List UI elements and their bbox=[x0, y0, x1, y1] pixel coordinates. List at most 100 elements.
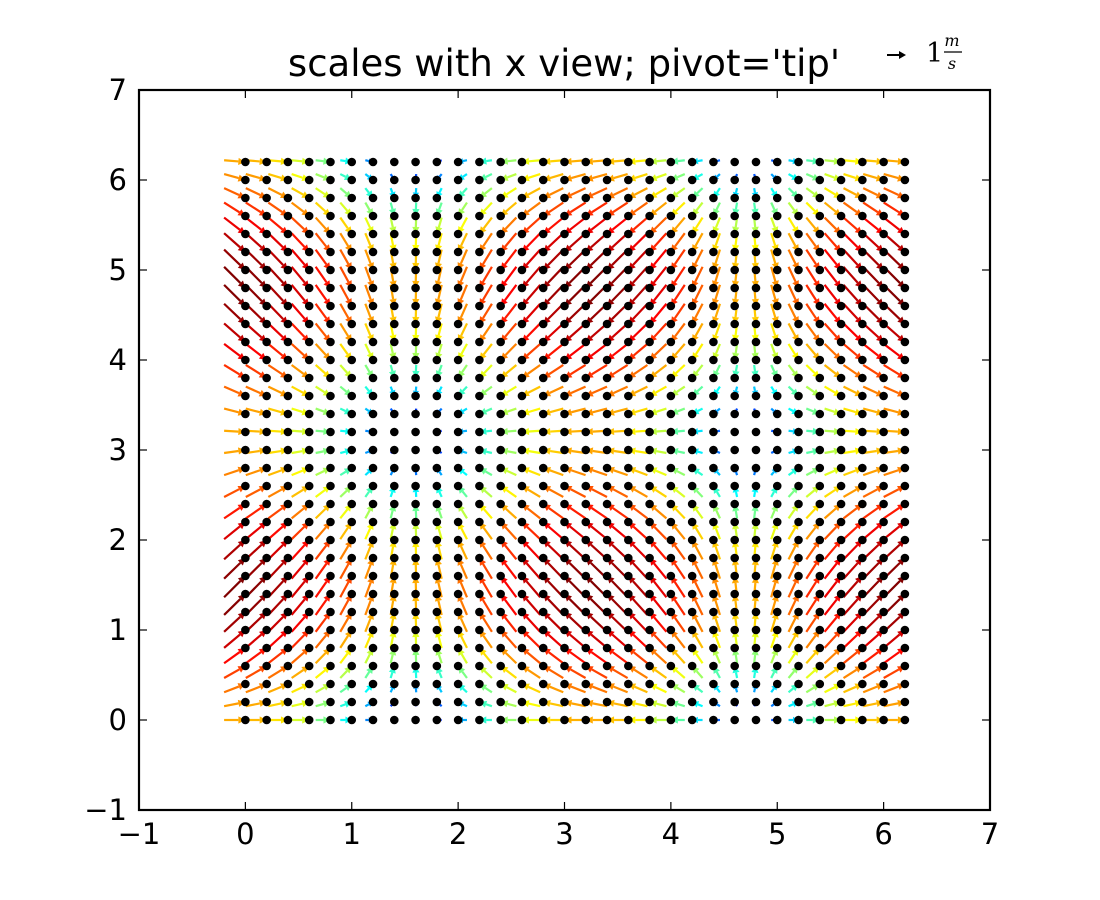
grid-point-marker bbox=[645, 409, 654, 419]
grid-point-marker bbox=[262, 265, 271, 275]
grid-point-marker bbox=[751, 427, 761, 437]
grid-point-marker bbox=[858, 175, 867, 185]
grid-point-marker bbox=[411, 499, 420, 509]
grid-point-marker bbox=[517, 283, 527, 293]
grid-point-marker bbox=[411, 553, 420, 563]
grid-point-marker bbox=[496, 193, 505, 203]
grid-point-marker bbox=[772, 445, 782, 455]
grid-point-marker bbox=[496, 553, 505, 563]
grid-point-marker bbox=[347, 625, 357, 635]
grid-point-marker bbox=[858, 427, 867, 437]
grid-point-marker bbox=[368, 427, 378, 437]
grid-point-marker bbox=[581, 463, 591, 473]
grid-point-marker bbox=[475, 463, 484, 473]
grid-point-marker bbox=[794, 679, 803, 689]
grid-point-marker bbox=[411, 679, 420, 689]
grid-point-marker bbox=[794, 589, 803, 599]
grid-point-marker bbox=[432, 571, 442, 581]
grid-point-marker bbox=[262, 409, 271, 419]
grid-point-marker bbox=[517, 301, 527, 311]
grid-point-marker bbox=[730, 697, 739, 707]
grid-point-marker bbox=[453, 319, 463, 329]
grid-point-marker bbox=[624, 193, 633, 203]
grid-point-marker bbox=[751, 499, 761, 509]
grid-point-marker bbox=[624, 337, 633, 347]
grid-point-marker bbox=[836, 481, 846, 491]
grid-point-marker bbox=[730, 211, 739, 221]
grid-point-marker bbox=[794, 427, 803, 437]
grid-point-marker bbox=[304, 229, 314, 239]
grid-point-marker bbox=[602, 679, 612, 689]
grid-point-marker bbox=[560, 571, 569, 581]
grid-point-marker bbox=[283, 427, 293, 437]
grid-point-marker bbox=[368, 571, 378, 581]
grid-point-marker bbox=[900, 499, 910, 509]
grid-point-marker bbox=[283, 607, 293, 617]
grid-point-marker bbox=[368, 337, 378, 347]
grid-point-marker bbox=[241, 355, 250, 365]
grid-point-marker bbox=[262, 463, 271, 473]
grid-point-marker bbox=[538, 301, 548, 311]
grid-point-marker bbox=[836, 229, 846, 239]
grid-point-marker bbox=[645, 679, 654, 689]
grid-point-marker bbox=[858, 715, 867, 725]
grid-point-marker bbox=[560, 175, 569, 185]
grid-point-marker bbox=[496, 211, 505, 221]
grid-point-marker bbox=[815, 391, 825, 401]
grid-point-marker bbox=[432, 247, 442, 257]
grid-point-marker bbox=[709, 265, 718, 275]
grid-point-marker bbox=[347, 643, 357, 653]
grid-point-marker bbox=[411, 481, 420, 491]
grid-point-marker bbox=[496, 391, 505, 401]
grid-point-marker bbox=[836, 427, 846, 437]
grid-point-marker bbox=[368, 697, 378, 707]
grid-point-marker bbox=[368, 499, 378, 509]
grid-point-marker bbox=[794, 607, 803, 617]
grid-point-marker bbox=[751, 625, 761, 635]
grid-point-marker bbox=[900, 319, 910, 329]
grid-point-marker bbox=[517, 589, 527, 599]
grid-point-marker bbox=[581, 175, 591, 185]
grid-point-marker bbox=[475, 625, 484, 635]
grid-point-marker bbox=[390, 175, 399, 185]
grid-point-marker bbox=[538, 553, 548, 563]
grid-point-marker bbox=[496, 625, 505, 635]
grid-point-marker bbox=[794, 715, 803, 725]
grid-point-marker bbox=[751, 247, 761, 257]
grid-point-marker bbox=[368, 553, 378, 563]
grid-point-marker bbox=[304, 625, 314, 635]
grid-point-marker bbox=[411, 571, 420, 581]
grid-point-marker bbox=[411, 391, 420, 401]
grid-point-marker bbox=[517, 373, 527, 383]
grid-point-marker bbox=[496, 265, 505, 275]
grid-point-marker bbox=[517, 193, 527, 203]
grid-point-marker bbox=[496, 301, 505, 311]
grid-point-marker bbox=[815, 535, 825, 545]
grid-point-marker bbox=[581, 517, 591, 527]
grid-point-marker bbox=[709, 319, 718, 329]
grid-point-marker bbox=[432, 355, 442, 365]
grid-point-marker bbox=[560, 481, 569, 491]
grid-point-marker bbox=[879, 265, 888, 275]
grid-point-marker bbox=[602, 553, 612, 563]
grid-point-marker bbox=[304, 319, 314, 329]
grid-point-marker bbox=[836, 391, 846, 401]
grid-point-marker bbox=[411, 661, 420, 671]
grid-point-marker bbox=[666, 661, 676, 671]
grid-point-marker bbox=[687, 643, 697, 653]
grid-point-marker bbox=[730, 427, 739, 437]
grid-point-marker bbox=[730, 391, 739, 401]
grid-point-marker bbox=[262, 517, 271, 527]
grid-point-marker bbox=[602, 409, 612, 419]
grid-point-marker bbox=[687, 427, 697, 437]
grid-point-marker bbox=[879, 157, 888, 167]
grid-point-marker bbox=[900, 355, 910, 365]
grid-point-marker bbox=[602, 337, 612, 347]
grid-point-marker bbox=[241, 229, 250, 239]
grid-point-marker bbox=[304, 481, 314, 491]
grid-point-marker bbox=[304, 589, 314, 599]
grid-point-marker bbox=[347, 499, 357, 509]
grid-point-marker bbox=[815, 373, 825, 383]
grid-point-marker bbox=[517, 175, 527, 185]
grid-point-marker bbox=[900, 697, 910, 707]
